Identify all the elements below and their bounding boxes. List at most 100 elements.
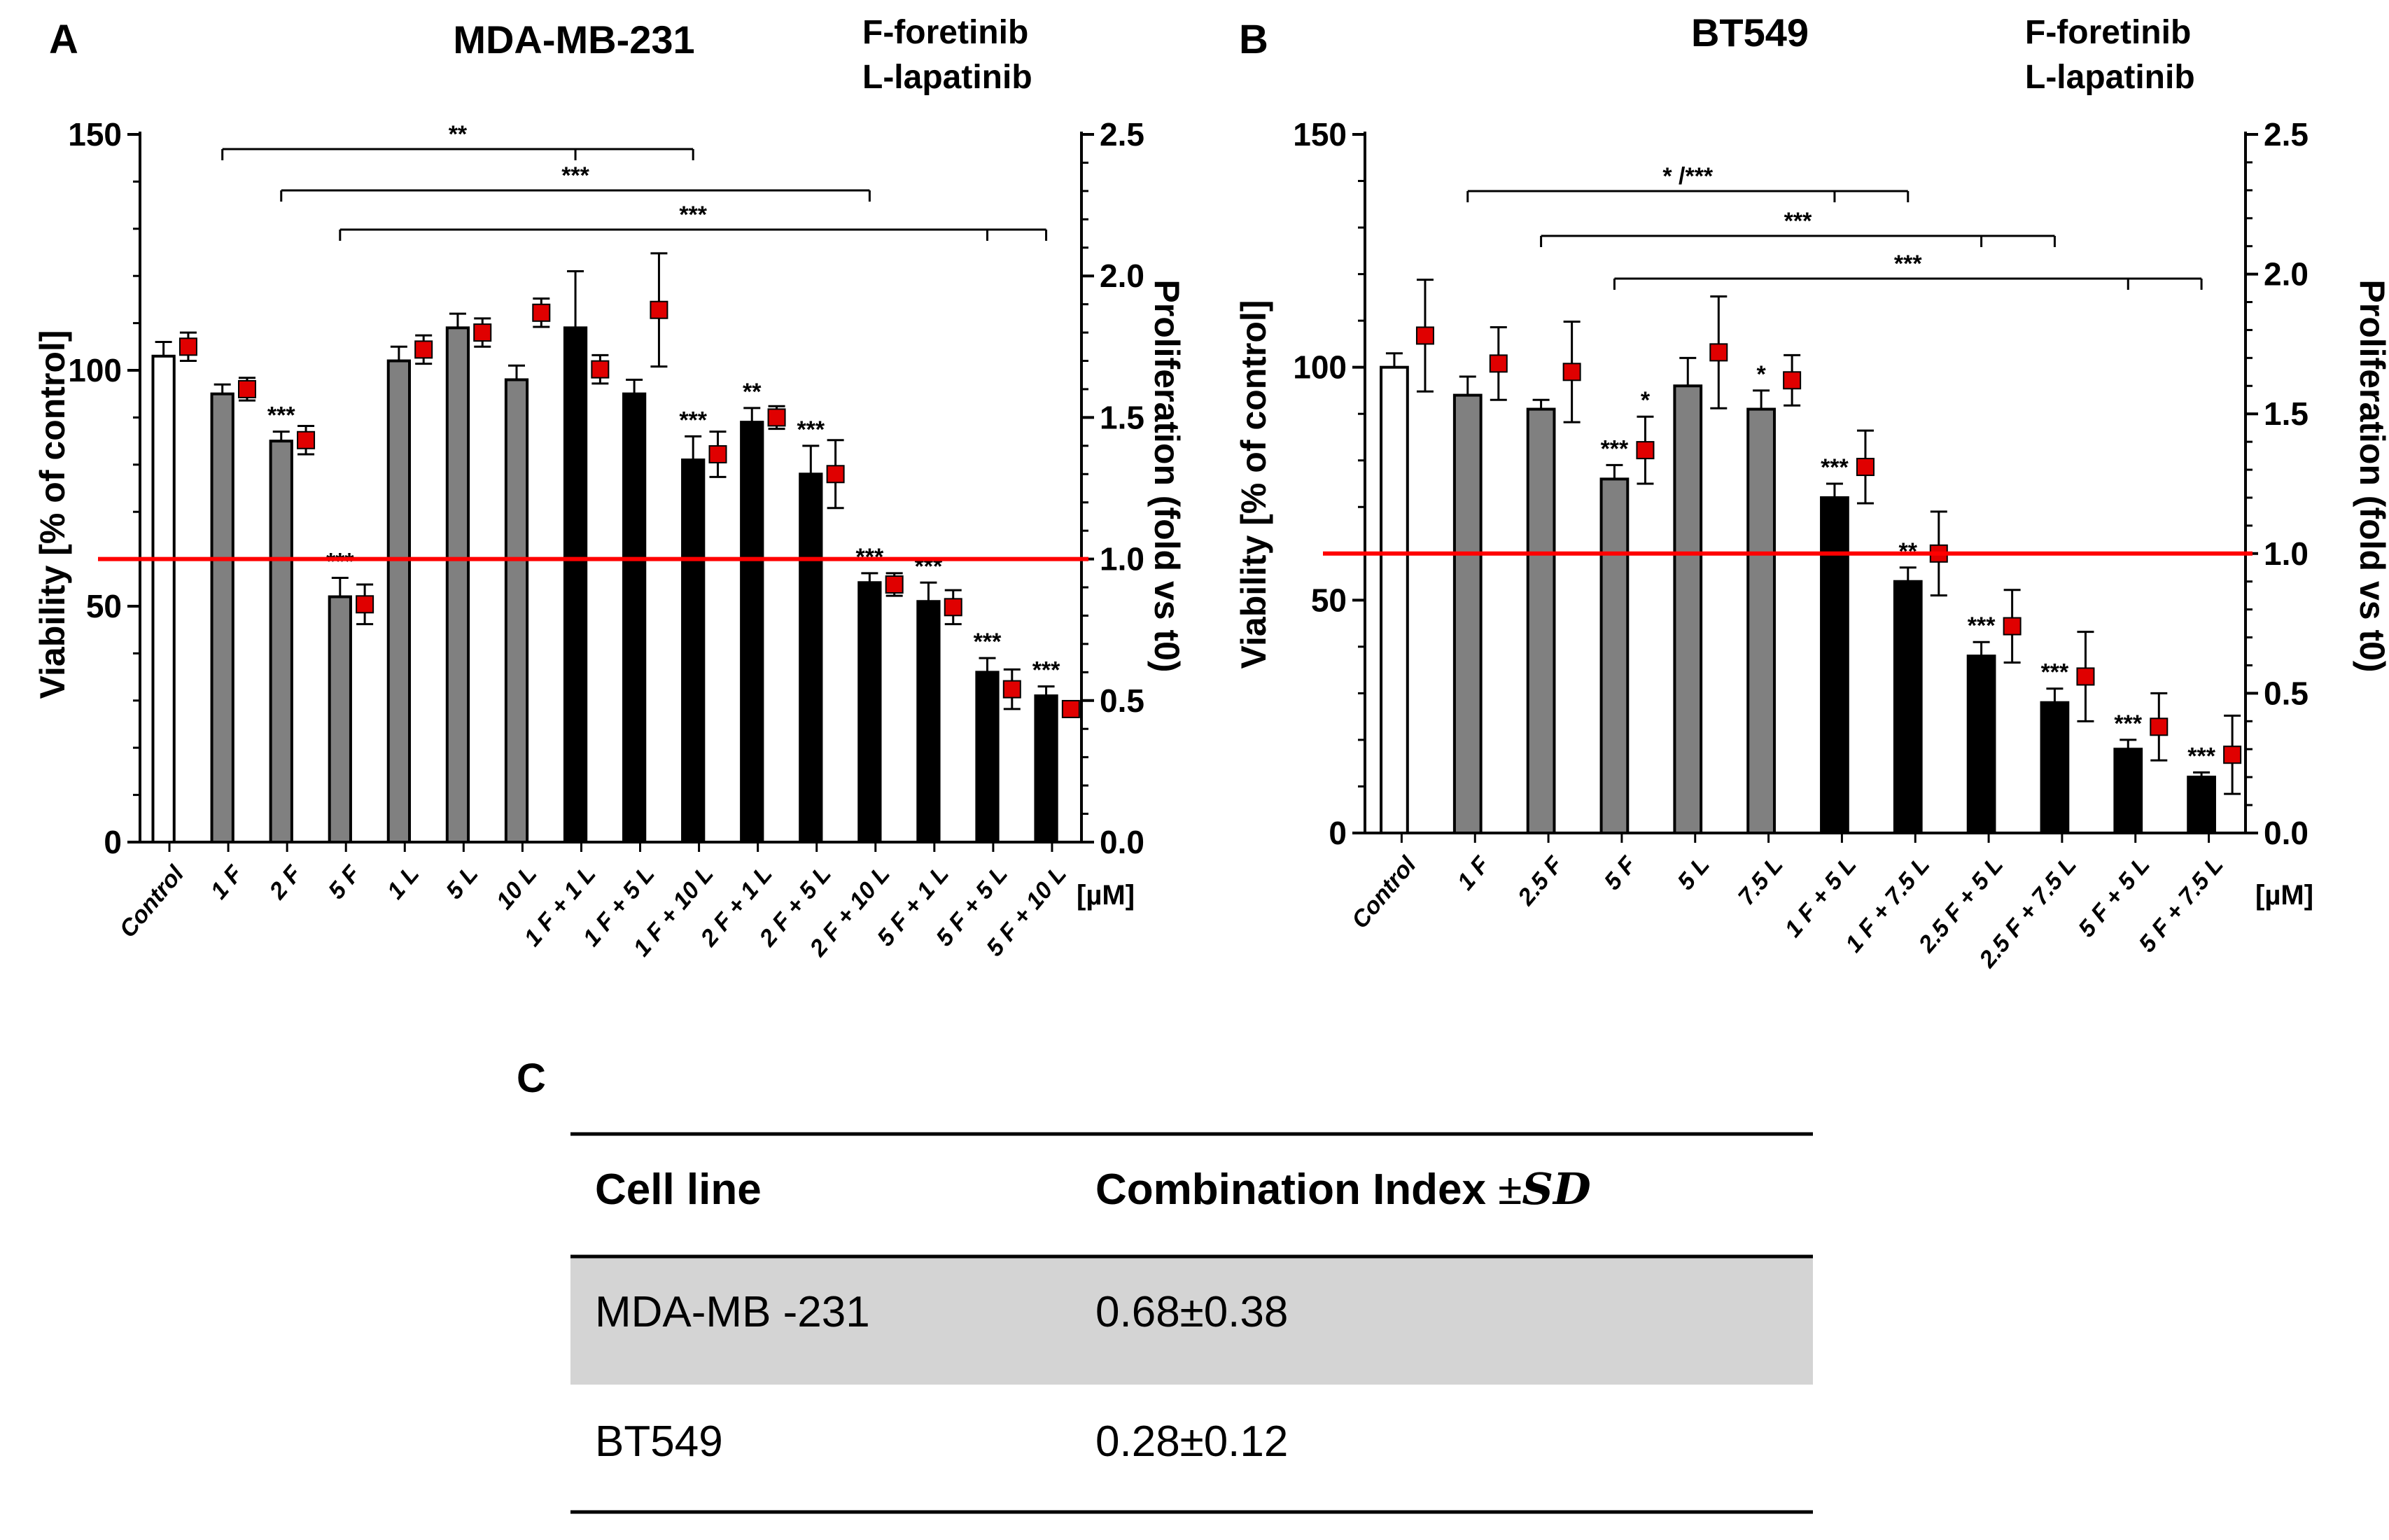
panel-b-y-axis-title: Viability [% of control]	[1234, 300, 1273, 669]
chart1-bar-viability	[2113, 748, 2143, 834]
chart0-category-label: 10 L	[491, 861, 542, 915]
chart0-proliferation-marker	[237, 379, 256, 398]
chart0-bar-significance: ***	[974, 629, 1002, 655]
table-row-shade	[570, 1256, 1813, 1385]
chart0-bracket-label: ***	[679, 202, 707, 228]
chart0-category-label: 2 F	[264, 860, 307, 905]
chart1-proliferation-marker	[1636, 441, 1655, 460]
chart0-y2-tick-label: 1.5	[1100, 399, 1144, 435]
chart1-proliferation-marker	[1783, 371, 1802, 390]
panel-b-legend-lapatinib: L-lapatinib	[2025, 59, 2195, 96]
chart0-bar-viability	[1034, 694, 1058, 844]
chart0-proliferation-marker	[178, 337, 197, 356]
table-header-combination-index: Combination Index ±SD	[1095, 1163, 1591, 1214]
chart1-bar-significance: ***	[1821, 454, 1849, 481]
chart0-bar-viability	[504, 378, 529, 844]
panel-b-y2-axis-title: Proliferation (fold vs t0)	[2353, 279, 2389, 672]
panel-b-legend-foretinib: F-foretinib	[2025, 14, 2191, 51]
chart1-bar-viability	[1380, 365, 1409, 834]
chart0-y-tick-label: 100	[68, 352, 122, 388]
panel-a-y2-axis-title: Proliferation (fold vs t0)	[1147, 279, 1186, 672]
chart0-y2-tick-label: 1.0	[1100, 541, 1144, 578]
chart0-bar-viability	[563, 326, 588, 844]
chart0-category-label: Control	[114, 860, 190, 943]
chart0-bar-viability	[799, 472, 823, 844]
chart1-bar-viability	[1893, 580, 1923, 834]
chart0-bar-viability	[740, 421, 764, 844]
chart0-proliferation-marker	[356, 595, 374, 614]
chart0-bar-viability	[386, 359, 412, 844]
chart0-category-label: 5 F	[323, 860, 366, 904]
chart1-proliferation-marker	[2076, 667, 2095, 686]
chart0-y-tick-label: 0	[104, 824, 122, 860]
chart1-y2-tick-label: 0.5	[2264, 675, 2309, 711]
chart1-bar-significance: **	[1899, 538, 1918, 565]
chart0-bar-significance: **	[743, 379, 762, 405]
chart0-bar-viability	[681, 458, 706, 844]
chart0-proliferation-marker	[591, 360, 610, 379]
chart1-bar-viability	[1526, 407, 1556, 834]
table-header-cell-line: Cell line	[595, 1166, 762, 1214]
chart1-bar-significance: ***	[1601, 435, 1629, 462]
chart1-bar-viability	[1452, 393, 1483, 834]
chart0-bar-significance: ***	[267, 402, 295, 429]
chart1-bar-viability	[2187, 776, 2216, 835]
chart0-y2-tick-label: 0.0	[1100, 824, 1144, 860]
chart0-y-tick-label: 150	[68, 116, 122, 153]
chart1-category-label: 1 F	[1452, 851, 1495, 895]
chart0-y2-tick-label: 0.5	[1100, 682, 1144, 719]
chart0-proliferation-marker	[1061, 699, 1080, 718]
chart1-proliferation-marker	[2003, 617, 2022, 636]
chart1-bracket-label: * /***	[1662, 163, 1714, 190]
chart1-y2-tick-label: 2.5	[2264, 116, 2309, 153]
panel-a-legend-lapatinib: L-lapatinib	[862, 59, 1032, 96]
chart1-category-label: Control	[1347, 851, 1422, 934]
chart1-category-label: 2.5 F	[1513, 851, 1569, 911]
table-row-1-ci: 0.68±0.38	[1095, 1288, 1288, 1336]
table-row-1-cell-line: MDA-MB -231	[595, 1288, 870, 1336]
chart0-proliferation-marker	[944, 598, 962, 617]
panel-b-title: BT549	[1691, 10, 1809, 55]
chart1-y2-tick-label: 1.0	[2264, 536, 2309, 572]
chart1-proliferation-marker	[1562, 363, 1581, 382]
chart1-proliferation-marker	[2150, 718, 2169, 736]
chart1-marker-significance: *	[1641, 387, 1651, 414]
chart0-proliferation-marker	[767, 408, 786, 427]
chart0-proliferation-marker	[297, 430, 316, 449]
chart0-category-label: 5 L	[441, 861, 484, 904]
panel-a-y-axis-title: Viability [% of control]	[33, 330, 72, 699]
chart1-proliferation-marker	[1856, 458, 1875, 477]
chart1-y2-tick-label: 2.0	[2264, 256, 2309, 293]
chart1-proliferation-marker	[1415, 326, 1434, 345]
chart0-category-label: 1 L	[382, 861, 425, 904]
chart1-proliferation-marker	[1489, 354, 1508, 373]
chart1-bar-significance: ***	[1968, 612, 1996, 639]
chart1-bar-significance: ***	[2114, 710, 2142, 737]
combination-index-table: Cell line Combination Index ±SD MDA-MB -…	[570, 1132, 1813, 1514]
chart0-bar-viability	[975, 671, 1000, 844]
panel-c-letter: C	[517, 1056, 546, 1101]
chart1-y2-tick-label: 1.5	[2264, 396, 2309, 432]
chart0-bar-significance: ***	[679, 407, 707, 433]
table-row-2-ci: 0.28±0.12	[1095, 1418, 1288, 1466]
chart1-proliferation-marker	[1709, 343, 1728, 362]
chart0-proliferation-marker	[532, 303, 551, 322]
chart1-bar-viability	[1820, 496, 1849, 835]
panel-a-letter: A	[49, 17, 78, 62]
chart0-category-label: 1 F	[206, 860, 248, 904]
table-row-2-cell-line: BT549	[595, 1418, 723, 1466]
chart0-y2-tick-label: 2.0	[1100, 258, 1144, 294]
chart1-category-label: 5 F	[1599, 851, 1641, 895]
chart-b: 0 50 100 150 0.0 0.5 1.0 1.5 2.0 2.5 Control 1 F 2.5…	[1293, 116, 2309, 973]
table-header-sd: SD	[1522, 1163, 1591, 1214]
panel-a-unit-label: [µM]	[1077, 880, 1135, 911]
chart0-bar-viability	[269, 440, 293, 844]
chart0-bar-viability	[445, 326, 470, 844]
chart1-bar-significance: *	[1756, 361, 1766, 388]
chart0-bar-viability	[328, 595, 352, 844]
chart0-bracket-label: **	[449, 121, 468, 148]
chart1-bar-viability	[1673, 384, 1703, 834]
chart0-proliferation-marker	[708, 444, 727, 463]
